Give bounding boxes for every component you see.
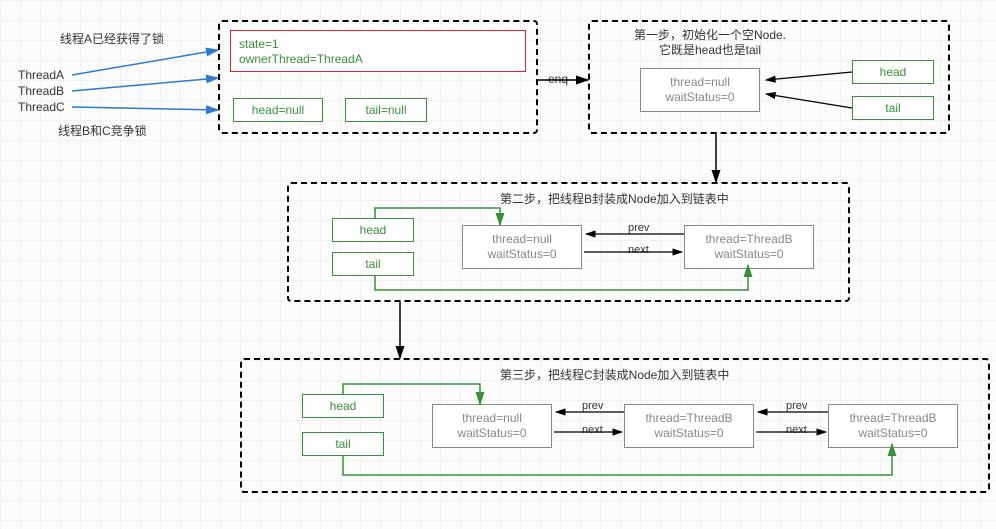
head-null-box: head=null [233,98,323,122]
step3-node2-line2: waitStatus=0 [654,426,723,440]
state-box: state=1 ownerThread=ThreadA [230,30,526,72]
label-threadA-got-lock: 线程A已经获得了锁 [60,30,164,47]
step3-node1-line1: thread=null [462,411,522,425]
state-line1: state=1 [239,37,279,51]
step3-next2: next [786,424,807,436]
step1-title: 第一步，初始化一个空Node. 它既是head也是tail [620,28,800,58]
step3-node2-line1: thread=ThreadB [645,411,732,425]
label-bc-contend: 线程B和C竞争锁 [58,122,147,139]
step3-node3: thread=ThreadB waitStatus=0 [828,404,958,448]
state-line2: ownerThread=ThreadA [239,52,363,66]
step3-title: 第三步，把线程C封装成Node加入到链表中 [500,366,729,383]
step2-node2: thread=ThreadB waitStatus=0 [684,225,814,269]
step3-head: head [302,394,384,418]
step2-node2-line2: waitStatus=0 [714,247,783,261]
step1-title-line2: 它既是head也是tail [659,43,761,57]
step1-tail: tail [852,96,934,120]
step3-node1-line2: waitStatus=0 [457,426,526,440]
step3-prev1: prev [582,400,603,412]
step3-node2: thread=ThreadB waitStatus=0 [624,404,754,448]
step1-node-line2: waitStatus=0 [665,90,734,104]
step1-title-line1: 第一步，初始化一个空Node. [634,28,786,42]
enq-label: enq [548,72,568,86]
step2-head: head [332,218,414,242]
tail-null-box: tail=null [345,98,427,122]
step2-node1-line1: thread=null [492,232,552,246]
step3-prev2: prev [786,400,807,412]
label-threadC: ThreadC [18,100,65,114]
step2-next: next [628,244,649,256]
label-threadB: ThreadB [18,84,64,98]
step1-node-line1: thread=null [670,75,730,89]
label-threadA: ThreadA [18,68,64,82]
step3-node3-line2: waitStatus=0 [858,426,927,440]
step1-head: head [852,60,934,84]
step2-title: 第二步，把线程B封装成Node加入到链表中 [500,190,729,207]
step2-node2-line1: thread=ThreadB [705,232,792,246]
step3-node3-line1: thread=ThreadB [849,411,936,425]
step2-tail: tail [332,252,414,276]
step2-prev: prev [628,222,649,234]
step3-tail: tail [302,432,384,456]
step2-node1-line2: waitStatus=0 [487,247,556,261]
step2-node1: thread=null waitStatus=0 [462,225,582,269]
step1-node: thread=null waitStatus=0 [640,68,760,112]
step3-next1: next [582,424,603,436]
step3-node1: thread=null waitStatus=0 [432,404,552,448]
